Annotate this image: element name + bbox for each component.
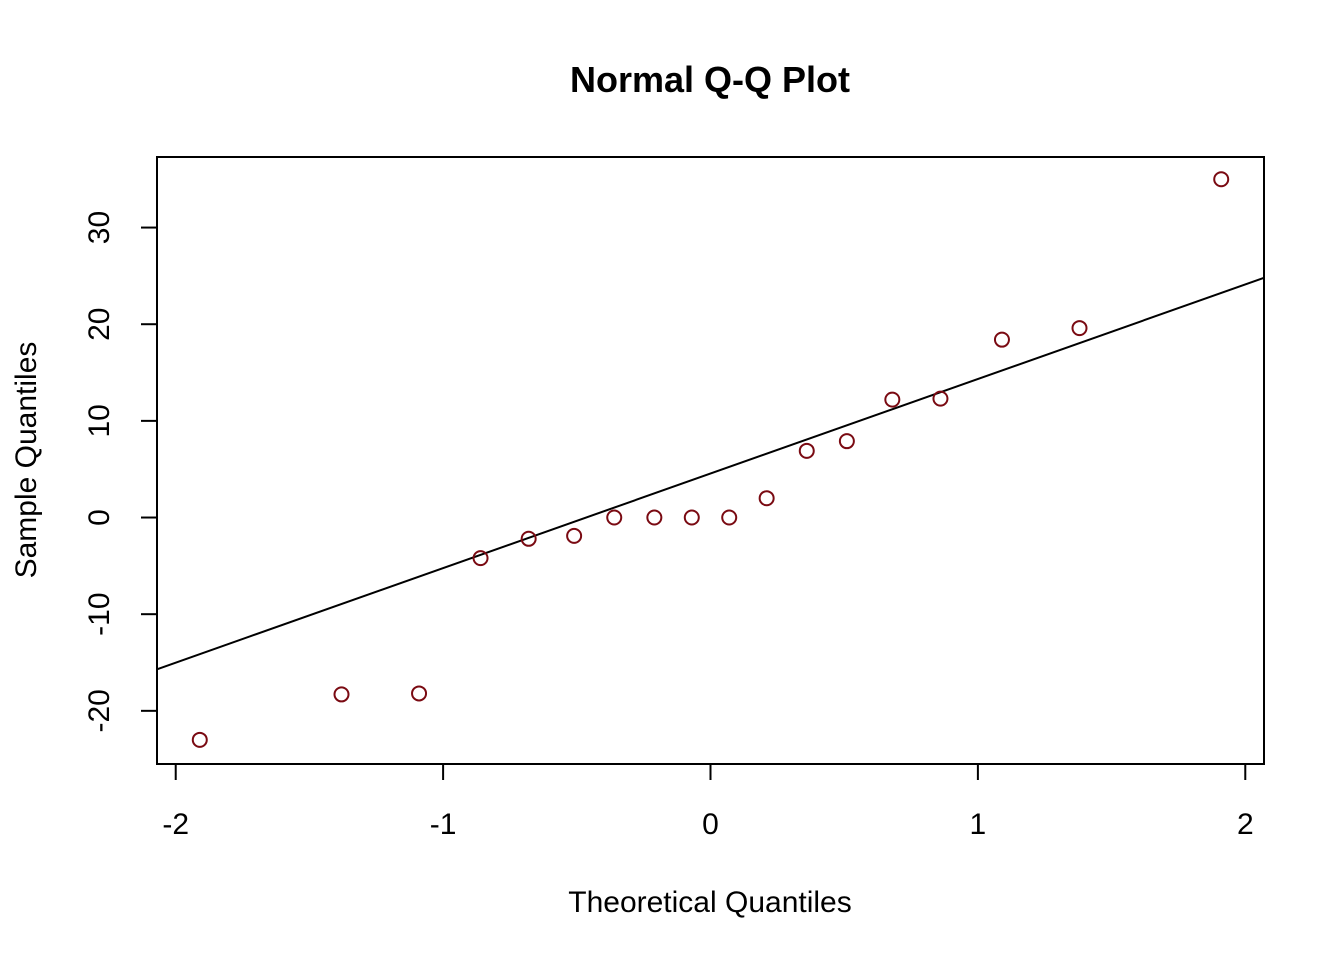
data-point [683,509,700,526]
data-point [411,685,428,702]
data-point [721,509,738,526]
qq-reference-line [156,276,1265,671]
reference-line-group [156,276,1265,671]
y-tick-label: -20 [83,689,116,732]
x-tick-label: -1 [430,808,457,841]
x-tick-label: -2 [162,808,189,841]
x-tick-label: 1 [970,808,987,841]
data-point [646,509,663,526]
data-point [993,331,1010,348]
y-tick-label: -10 [83,593,116,636]
x-tick-label: 2 [1237,808,1254,841]
data-point [566,527,583,544]
data-point [606,509,623,526]
plot-frame [156,156,1265,765]
data-point [472,550,489,567]
data-point [1071,320,1088,337]
x-tick-label: 0 [702,808,719,841]
data-point [520,530,537,547]
y-tick-label: 20 [83,308,116,341]
y-tick-label: 0 [83,509,116,526]
data-point [1213,171,1230,188]
data-point [884,391,901,408]
x-axis: -2 -1 0 1 2 [162,763,1254,841]
x-axis-label: Theoretical Quantiles [568,886,851,919]
y-axis: -20 -10 0 10 20 30 [83,211,158,733]
data-point [333,686,350,703]
y-axis-label: Sample Quantiles [10,342,43,579]
data-point [932,390,949,407]
data-point [758,490,775,507]
data-points [191,171,1230,748]
data-point [191,731,208,748]
chart-title: Normal Q-Q Plot [570,59,850,100]
data-point [798,442,815,459]
data-point [838,433,855,450]
y-tick-label: 30 [83,211,116,244]
y-tick-label: 10 [83,404,116,437]
